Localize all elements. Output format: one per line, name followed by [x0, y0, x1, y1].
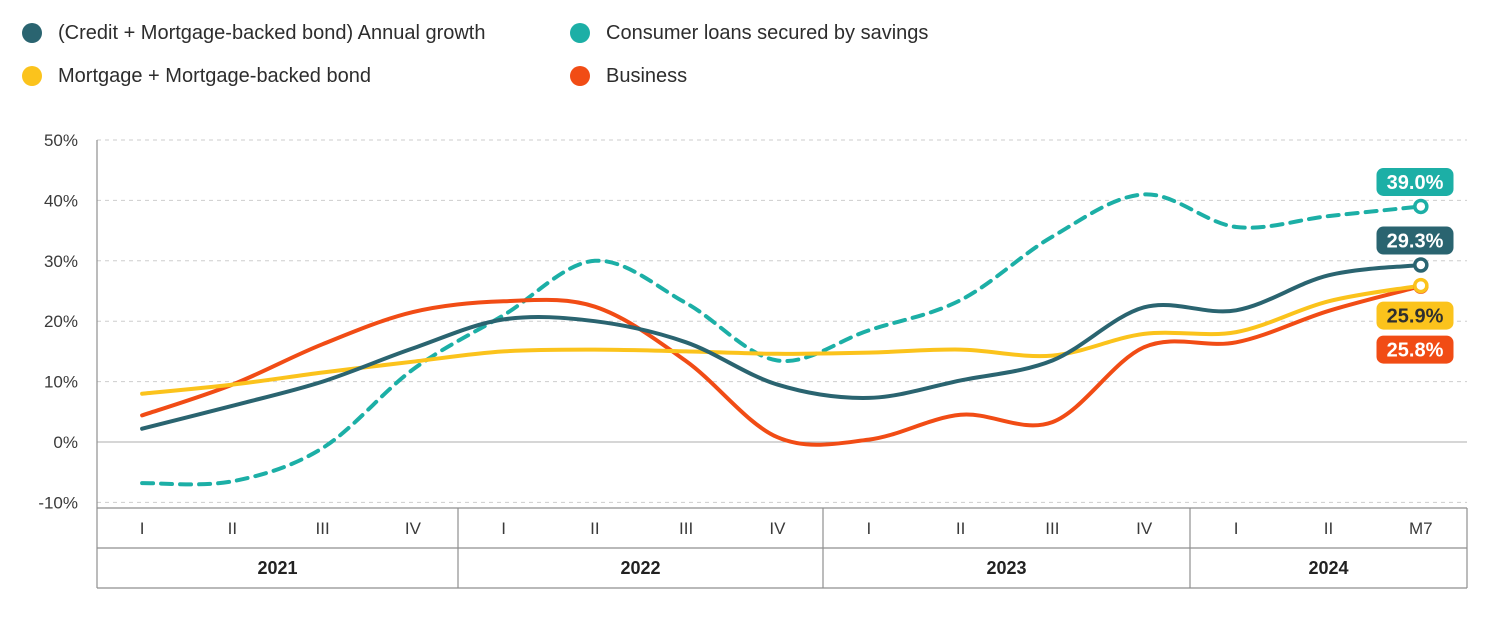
value-badge-label: 25.9%: [1387, 306, 1444, 328]
value-badge-label: 29.3%: [1387, 231, 1444, 253]
y-axis-tick-label: 10%: [44, 373, 78, 392]
y-axis-tick-label: 50%: [44, 131, 78, 150]
x-axis-quarter-label: II: [228, 519, 237, 538]
x-axis-quarter-label: IV: [405, 519, 422, 538]
y-axis-tick-label: -10%: [38, 493, 78, 512]
value-badge-label: 25.8%: [1387, 340, 1444, 362]
series-end-marker: [1413, 277, 1429, 294]
x-axis-quarter-label: III: [316, 519, 330, 538]
x-axis-quarter-label: I: [501, 519, 506, 538]
y-axis-tick-label: 40%: [44, 191, 78, 210]
value-badge: [1376, 301, 1454, 330]
legend-item: Business: [570, 65, 928, 87]
x-axis-quarter-label: III: [679, 519, 693, 538]
value-badge-label: 39.0%: [1387, 172, 1444, 194]
legend-item: Consumer loans secured by savings: [570, 22, 928, 44]
series-end-marker: [1413, 257, 1429, 273]
x-axis-year-label: 2021: [257, 558, 297, 578]
legend-item: Mortgage + Mortgage-backed bond: [22, 65, 570, 87]
x-axis-quarter-label: II: [1324, 519, 1333, 538]
x-axis-quarter-label: II: [956, 519, 965, 538]
x-axis-year-label: 2022: [620, 558, 660, 578]
legend-dot-icon: [570, 23, 590, 43]
legend-item: (Credit + Mortgage-backed bond) Annual g…: [22, 22, 570, 44]
x-axis-quarter-label: I: [867, 519, 872, 538]
y-axis-tick-label: 0%: [53, 433, 78, 452]
series-line: [140, 192, 1423, 487]
x-axis-quarter-label: IV: [769, 519, 786, 538]
legend-dot-icon: [570, 66, 590, 86]
legend-dot-icon: [22, 23, 42, 43]
x-axis-quarter-label: M7: [1409, 519, 1433, 538]
value-badge: [1376, 226, 1454, 255]
y-axis-tick-label: 30%: [44, 252, 78, 271]
legend-label: Consumer loans secured by savings: [606, 22, 929, 44]
value-badge: [1376, 335, 1454, 364]
x-axis-quarter-label: II: [590, 519, 599, 538]
series-end-marker: [1413, 198, 1429, 215]
y-axis-tick-label: 20%: [44, 312, 78, 331]
legend-label: (Credit + Mortgage-backed bond) Annual g…: [58, 22, 486, 44]
series-line: [140, 283, 1423, 396]
legend-label: Business: [606, 65, 688, 87]
chart-legend: (Credit + Mortgage-backed bond) Annual g…: [22, 22, 928, 87]
x-axis-quarter-label: IV: [1136, 519, 1153, 538]
x-axis-quarter-label: I: [140, 519, 145, 538]
x-axis-quarter-label: III: [1045, 519, 1059, 538]
legend-label: Mortgage + Mortgage-backed bond: [58, 65, 371, 87]
x-axis-year-label: 2024: [1308, 558, 1348, 578]
series-line: [140, 284, 1423, 447]
series-line: [140, 263, 1423, 431]
x-axis-quarter-label: I: [1234, 519, 1239, 538]
value-badge: [1376, 167, 1454, 196]
x-axis-year-label: 2023: [986, 558, 1026, 578]
legend-dot-icon: [22, 66, 42, 86]
